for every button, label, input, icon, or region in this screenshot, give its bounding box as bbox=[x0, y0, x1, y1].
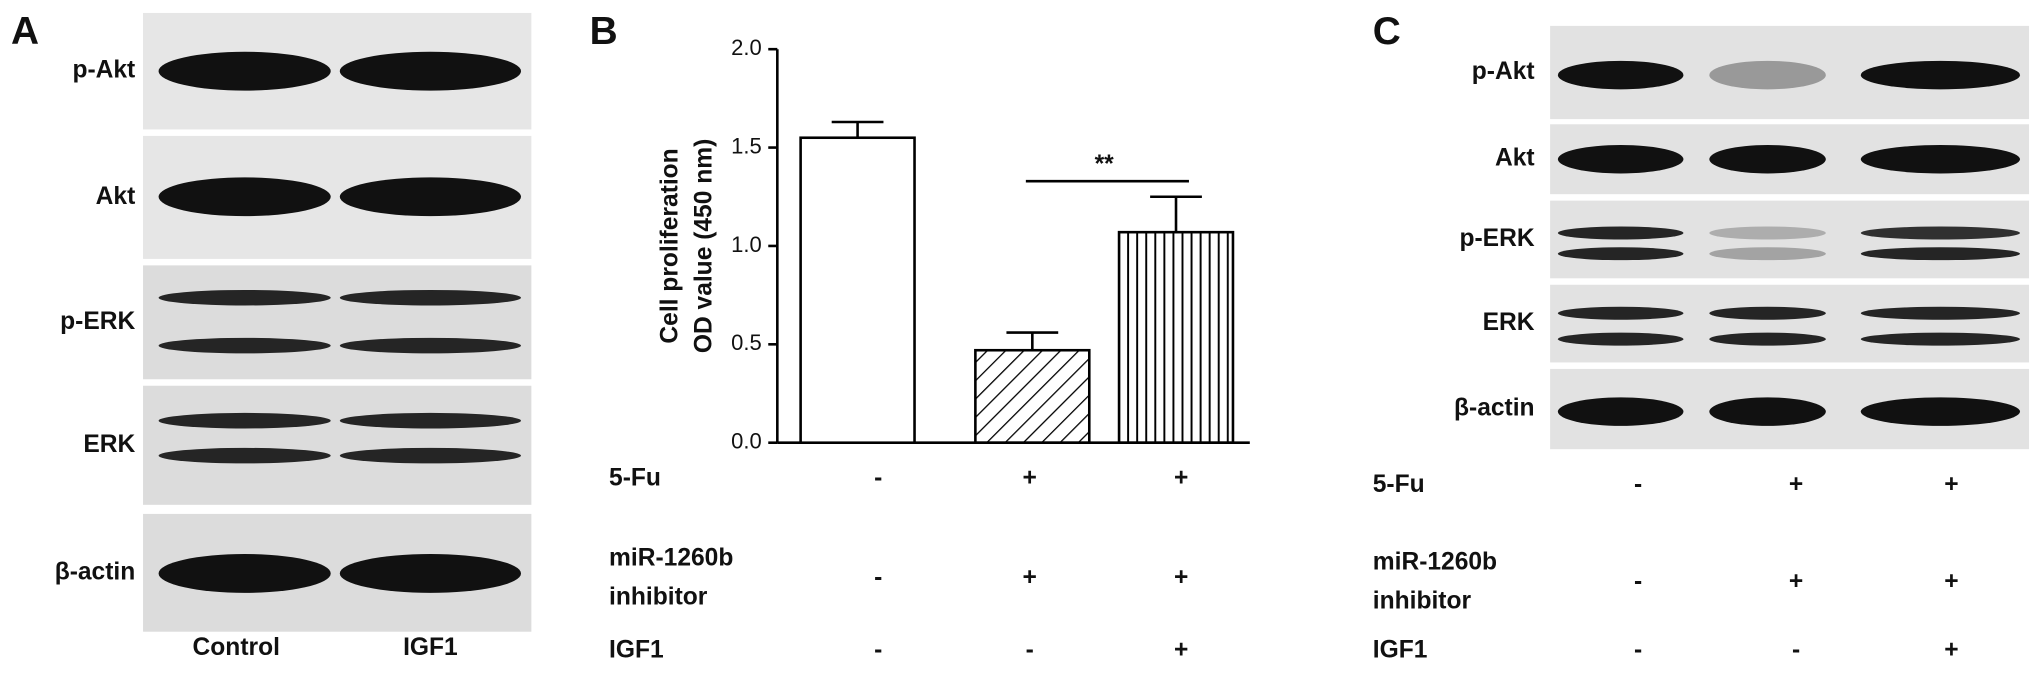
row-label: ERK bbox=[83, 431, 135, 458]
blot-band bbox=[339, 289, 522, 306]
condition-mark: + bbox=[1174, 464, 1188, 491]
blot-band bbox=[158, 51, 331, 91]
panel-label: C bbox=[1373, 10, 1401, 53]
blot-band bbox=[158, 177, 331, 217]
y-tick-label: 0.0 bbox=[731, 429, 762, 454]
blot-band bbox=[1557, 332, 1684, 346]
row-label: Akt bbox=[1495, 145, 1535, 172]
bar bbox=[799, 136, 916, 444]
bar bbox=[974, 348, 1091, 444]
condition-label: IGF1 bbox=[1373, 637, 1428, 664]
blot-band bbox=[339, 554, 522, 593]
blot-band bbox=[1709, 60, 1826, 90]
condition-mark: - bbox=[1634, 637, 1642, 664]
condition-mark: + bbox=[1944, 568, 1958, 595]
condition-mark: - bbox=[1792, 637, 1800, 664]
blot-band bbox=[1557, 226, 1684, 240]
blot-band bbox=[1557, 397, 1684, 426]
condition-label: 5-Fu bbox=[609, 464, 661, 491]
blot-band bbox=[1709, 397, 1826, 426]
blot bbox=[143, 265, 532, 380]
blot-band bbox=[1860, 60, 2020, 90]
condition-mark: + bbox=[1174, 564, 1188, 591]
blot-band bbox=[1557, 306, 1684, 320]
blot-band bbox=[339, 412, 522, 429]
condition-label: miR-1260b bbox=[609, 545, 733, 572]
blot-band bbox=[1557, 247, 1684, 261]
blot-band bbox=[1860, 332, 2020, 346]
y-tick-label: 0.5 bbox=[731, 330, 762, 355]
annotation: ** bbox=[1095, 151, 1115, 178]
blot-band bbox=[158, 447, 331, 464]
condition-mark: + bbox=[1789, 568, 1803, 595]
blot-band bbox=[158, 412, 331, 429]
blot-band bbox=[1860, 226, 2020, 240]
blot-band bbox=[1709, 247, 1826, 261]
blot-band bbox=[1709, 332, 1826, 346]
condition-mark: + bbox=[1174, 637, 1188, 664]
row-label: ERK bbox=[1483, 309, 1535, 336]
y-axis-label: OD value (450 nm) bbox=[690, 139, 717, 353]
condition-mark: - bbox=[874, 637, 882, 664]
condition-mark: - bbox=[1634, 568, 1642, 595]
condition-mark: - bbox=[874, 564, 882, 591]
panel-label: B bbox=[590, 10, 618, 53]
blot-band bbox=[1709, 144, 1826, 174]
row-label: β-actin bbox=[1454, 395, 1535, 422]
condition-mark: + bbox=[1789, 471, 1803, 498]
condition-mark: + bbox=[1944, 471, 1958, 498]
y-axis-label: Cell proliferation bbox=[657, 148, 684, 343]
blot-band bbox=[158, 337, 331, 354]
blot-band bbox=[339, 337, 522, 354]
row-label: p-ERK bbox=[60, 308, 135, 335]
lane-label: IGF1 bbox=[403, 634, 458, 661]
condition-mark: + bbox=[1023, 564, 1037, 591]
blot-band bbox=[1860, 247, 2020, 261]
blot bbox=[1550, 200, 2030, 279]
condition-mark: - bbox=[874, 464, 882, 491]
blot-band bbox=[1709, 226, 1826, 240]
blot-band bbox=[339, 447, 522, 464]
condition-label: IGF1 bbox=[609, 637, 664, 664]
condition-label: inhibitor bbox=[1373, 587, 1472, 614]
row-label: p-Akt bbox=[1472, 58, 1535, 85]
condition-label: 5-Fu bbox=[1373, 471, 1425, 498]
y-tick-label: 2.0 bbox=[731, 35, 762, 60]
blot-band bbox=[339, 177, 522, 217]
lane-label: Control bbox=[193, 634, 280, 661]
condition-mark: + bbox=[1944, 637, 1958, 664]
blot bbox=[1550, 284, 2030, 363]
panel-label: A bbox=[11, 10, 39, 53]
blot-band bbox=[158, 289, 331, 306]
condition-mark: - bbox=[1026, 637, 1034, 664]
blot-band bbox=[1557, 144, 1684, 174]
row-label: p-ERK bbox=[1459, 225, 1534, 252]
blot-band bbox=[1557, 60, 1684, 90]
y-tick-label: 1.5 bbox=[731, 133, 762, 158]
blot-band bbox=[1860, 306, 2020, 320]
condition-mark: - bbox=[1634, 471, 1642, 498]
y-tick-label: 1.0 bbox=[731, 232, 762, 257]
blot-band bbox=[158, 554, 331, 593]
bar bbox=[1117, 230, 1235, 444]
blot-band bbox=[1709, 306, 1826, 320]
blot-band bbox=[1860, 397, 2020, 426]
blot-band bbox=[339, 51, 522, 91]
condition-label: inhibitor bbox=[609, 584, 708, 611]
row-label: p-Akt bbox=[72, 57, 135, 84]
condition-label: miR-1260b bbox=[1373, 549, 1497, 576]
row-label: Akt bbox=[96, 183, 136, 210]
row-label: β-actin bbox=[55, 558, 136, 585]
blot bbox=[143, 385, 532, 505]
blot-band bbox=[1860, 144, 2020, 174]
condition-mark: + bbox=[1023, 464, 1037, 491]
